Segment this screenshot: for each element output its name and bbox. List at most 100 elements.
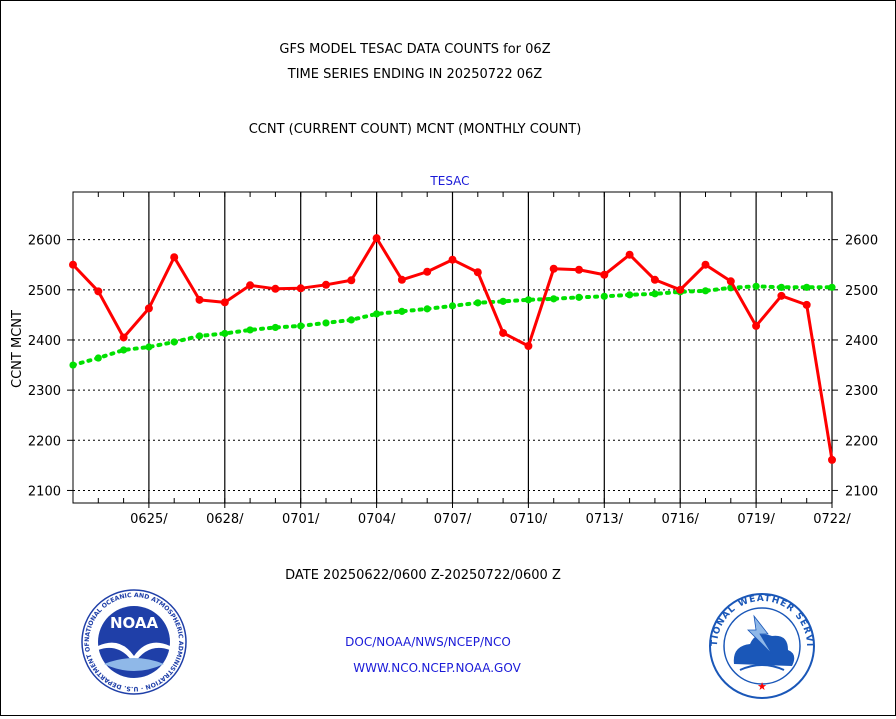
point-ccnt-28 [777, 291, 786, 300]
point-ccnt-7 [246, 281, 255, 290]
point-mcnt-15 [448, 302, 457, 310]
chart-subtitle: CCNT (CURRENT COUNT) MCNT (MONTHLY COUNT… [249, 122, 582, 137]
point-mcnt-16 [474, 299, 482, 307]
point-mcnt-20 [575, 293, 583, 301]
y-axis-label-mcnt: MCNT [10, 310, 25, 348]
point-mcnt-21 [600, 292, 608, 300]
point-mcnt-12 [373, 310, 381, 318]
point-mcnt-0 [69, 361, 77, 369]
footer-link-doc[interactable]: DOC/NOAA/NWS/NCEP/NCO [345, 635, 511, 649]
ytick-right-label-2300: 2300 [845, 384, 878, 399]
ytick-left-label-2400: 2400 [28, 334, 61, 349]
point-mcnt-8 [271, 323, 279, 332]
point-ccnt-2 [119, 333, 128, 342]
ytick-right-label-2600: 2600 [845, 234, 878, 249]
x-axis-ticks: 0625/0628/0701/0704/0707/0710/0713/0716/… [72, 192, 851, 527]
point-ccnt-6 [220, 298, 229, 307]
point-mcnt-9 [297, 322, 305, 330]
point-ccnt-11 [347, 276, 356, 285]
y-axis-ticks: 2100 2100 2200 2200 2300 2300 2400 2400 2500 2500… [28, 234, 878, 500]
point-ccnt-22 [625, 250, 634, 259]
ytick-left-label-2300: 2300 [28, 384, 61, 399]
footer-link-www[interactable]: WWW.NCO.NCEP.NOAA.GOV [353, 661, 521, 675]
point-ccnt-24 [676, 285, 685, 294]
point-mcnt-5 [195, 332, 204, 340]
point-ccnt-0 [69, 260, 77, 269]
ytick-left-label-2500: 2500 [28, 284, 61, 299]
xtick-label-9: 0701/ [282, 512, 320, 527]
point-ccnt-5 [195, 295, 204, 304]
point-ccnt-10 [322, 280, 330, 289]
ytick-left-label-2600: 2600 [28, 234, 61, 249]
ytick-right-label-2400: 2400 [845, 334, 878, 349]
gridlines [73, 192, 833, 503]
point-ccnt-23 [650, 275, 659, 284]
chart-title-line-2: TIME SERIES ENDING IN 20250722 06Z [287, 67, 543, 82]
point-mcnt-13 [398, 307, 406, 315]
point-mcnt-10 [322, 319, 330, 327]
xtick-label-24: 0716/ [661, 512, 699, 527]
point-ccnt-13 [397, 275, 406, 284]
point-mcnt-19 [550, 295, 558, 303]
nws-logo: NATIONAL WEATHER SERVICE ★ [709, 593, 815, 699]
point-mcnt-3 [145, 343, 153, 351]
ytick-right-label-2500: 2500 [845, 284, 878, 299]
point-mcnt-25 [701, 287, 710, 295]
point-ccnt-8 [271, 284, 280, 293]
point-ccnt-21 [600, 270, 609, 279]
ytick-left-label-2200: 2200 [28, 434, 61, 449]
point-mcnt-14 [423, 305, 431, 313]
point-mcnt-2 [120, 346, 128, 354]
point-ccnt-20 [575, 265, 583, 274]
point-ccnt-12 [372, 234, 381, 243]
point-mcnt-22 [626, 291, 634, 299]
y-axis-label-ccnt: CCNT [10, 352, 25, 388]
xtick-label-21: 0713/ [586, 512, 624, 527]
chart-title-line-1: GFS MODEL TESAC DATA COUNTS for 06Z [279, 42, 550, 57]
point-mcnt-27 [752, 282, 760, 290]
xtick-label-3: 0625/ [130, 512, 168, 527]
series-layer [69, 234, 836, 464]
point-ccnt-30 [828, 455, 836, 464]
point-mcnt-7 [246, 326, 254, 334]
point-mcnt-4 [170, 338, 178, 346]
point-ccnt-19 [549, 264, 558, 273]
point-ccnt-17 [499, 328, 508, 337]
point-mcnt-29 [803, 283, 811, 291]
xtick-label-15: 0707/ [434, 512, 472, 527]
point-ccnt-16 [473, 268, 482, 277]
point-ccnt-4 [170, 253, 179, 262]
point-mcnt-18 [524, 296, 533, 304]
point-mcnt-30 [828, 283, 836, 291]
point-ccnt-25 [701, 260, 710, 269]
point-mcnt-1 [94, 354, 102, 362]
xtick-label-18: 0710/ [510, 512, 548, 527]
ytick-right-label-2100: 2100 [845, 484, 878, 499]
point-mcnt-6 [221, 329, 229, 338]
point-ccnt-9 [296, 284, 305, 293]
noaa-logo: NOAA NATIONAL OCEANIC AND ATMOSPHERIC AD… [81, 589, 187, 695]
point-mcnt-23 [651, 290, 659, 298]
xtick-label-12: 0704/ [358, 512, 396, 527]
xtick-label-6: 0628/ [206, 512, 244, 527]
panel-label: TESAC [429, 174, 469, 188]
ytick-right-label-2200: 2200 [845, 434, 878, 449]
point-ccnt-26 [726, 277, 735, 286]
point-ccnt-29 [802, 300, 811, 309]
noaa-logo-text: NOAA [110, 614, 159, 632]
xtick-label-27: 0719/ [737, 512, 775, 527]
point-ccnt-1 [94, 287, 103, 296]
point-ccnt-3 [144, 304, 153, 313]
xtick-label-30: 0722/ [813, 512, 851, 527]
point-ccnt-15 [448, 255, 457, 264]
point-mcnt-17 [499, 297, 507, 305]
point-ccnt-14 [423, 267, 432, 276]
point-ccnt-18 [524, 341, 533, 350]
x-axis-label: DATE 20250622/0600 Z-20250722/0600 Z [285, 568, 561, 583]
point-ccnt-27 [752, 321, 761, 330]
point-mcnt-28 [777, 283, 786, 291]
nws-star-icon: ★ [757, 680, 767, 693]
point-mcnt-11 [347, 316, 355, 324]
